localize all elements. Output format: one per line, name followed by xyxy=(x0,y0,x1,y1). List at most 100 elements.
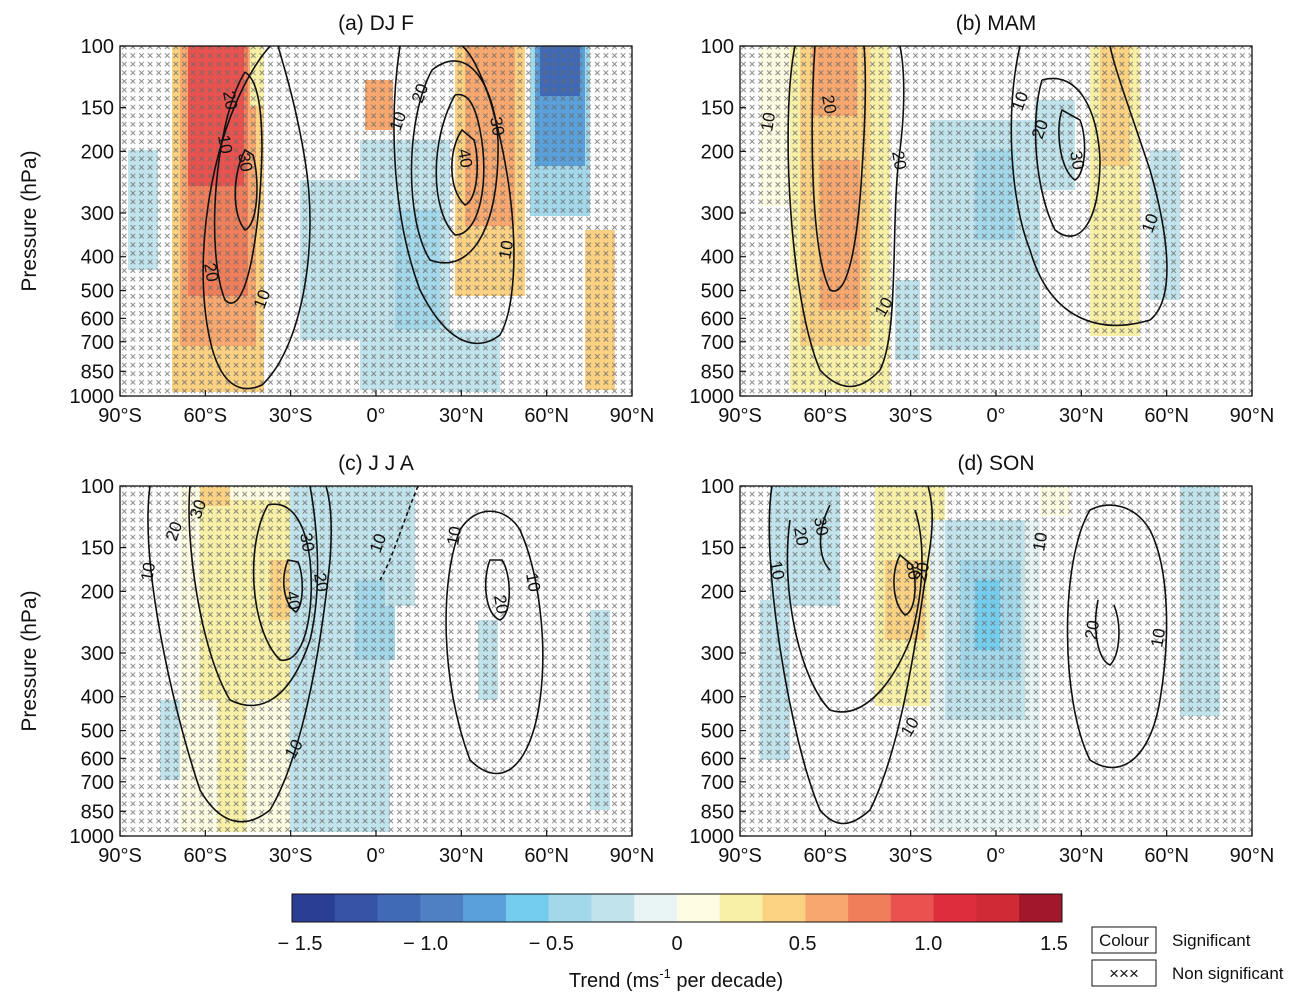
contour-line-negative xyxy=(379,486,419,581)
legend-cross-box-label: ××× xyxy=(1109,964,1139,983)
contour-line xyxy=(147,486,332,823)
contour-label: 20 xyxy=(790,525,812,547)
contour-line xyxy=(1058,108,1086,181)
contour-label: 20 xyxy=(888,149,910,171)
nonsignificant-hatching xyxy=(740,46,1252,396)
x-tick-label: 90°S xyxy=(718,845,762,867)
contour-line xyxy=(787,46,905,388)
y-tick-label: 100 xyxy=(701,476,734,498)
y-tick-label: 200 xyxy=(81,141,114,163)
x-tick-label: 90°S xyxy=(98,405,142,427)
contour-label: 30 xyxy=(1066,149,1088,171)
y-tick-label: 150 xyxy=(81,538,114,560)
x-tick-label: 0° xyxy=(986,845,1005,867)
contour-line xyxy=(435,93,485,236)
colorbar-swatch xyxy=(890,894,935,922)
x-tick-label: 90°N xyxy=(1230,845,1275,867)
y-tick-label: 500 xyxy=(81,721,114,743)
panel-b-contours xyxy=(787,46,1168,388)
y-axis-label-top: Pressure (hPa) xyxy=(18,150,41,291)
contour-label: 30 xyxy=(296,531,318,553)
y-tick-label: 850 xyxy=(81,361,114,383)
contour-label: 10 xyxy=(1147,627,1169,649)
y-tick-label: 300 xyxy=(701,203,734,225)
colorbar-tick-label: 1.0 xyxy=(914,933,942,955)
x-tick-label: 60°N xyxy=(524,405,569,427)
contour-label: 30 xyxy=(902,559,924,581)
colorbar-swatch xyxy=(805,894,849,922)
legend-cross-box xyxy=(1091,959,1157,987)
x-tick-label: 90°N xyxy=(610,405,655,427)
contour-label: 10 xyxy=(495,239,517,261)
colorbar-tick-label: 0.5 xyxy=(789,933,817,955)
panel-b-title: (b) MAM xyxy=(956,12,1037,35)
contour-label: 30 xyxy=(810,515,832,537)
legend-nonsignificant-text: Non significant xyxy=(1172,964,1284,983)
x-tick-label: 0° xyxy=(986,405,1005,427)
y-tick-label: 150 xyxy=(701,98,734,120)
panel-a-title: (a) DJ F xyxy=(338,12,414,35)
panel-c-contour-labels: 10 20 30 30 40 20 10 10 10 20 10 xyxy=(137,497,544,762)
x-tick-label: 60°N xyxy=(1144,845,1189,867)
x-tick-label: 60°S xyxy=(804,845,848,867)
significance-legend: Colour Significant ××× Non significant xyxy=(1091,926,1284,987)
x-tick-label: 30°S xyxy=(269,845,313,867)
x-tick-label: 90°N xyxy=(610,845,655,867)
y-tick-label: 600 xyxy=(81,308,114,330)
panel-c-contours xyxy=(147,486,544,823)
x-tick-label: 30°N xyxy=(439,405,484,427)
legend-colour-box-label: Colour xyxy=(1099,931,1149,950)
contour-line xyxy=(252,503,313,661)
y-tick-label: 700 xyxy=(81,332,114,354)
y-tick-label: 400 xyxy=(81,247,114,269)
contour-label: 10 xyxy=(137,561,159,583)
x-tick-label: 60°S xyxy=(804,405,848,427)
legend-significant-text: Significant xyxy=(1172,931,1251,950)
contour-label: 40 xyxy=(454,147,476,169)
colorbar-title-main: Trend (ms xyxy=(569,970,659,992)
contour-line xyxy=(410,60,499,264)
nonsignificant-hatching xyxy=(740,486,1252,836)
colorbar-swatch xyxy=(677,894,721,922)
panel-a-contours xyxy=(202,46,515,390)
colorbar-swatch xyxy=(848,894,892,922)
contour-line xyxy=(1094,599,1120,666)
contour-label: 10 xyxy=(757,111,779,133)
y-tick-label: 600 xyxy=(701,748,734,770)
panel-d-field: 10 20 30 30 20 10 10 20 10 xyxy=(740,486,1252,836)
y-tick-label: 850 xyxy=(701,801,734,823)
y-tick-label: 1000 xyxy=(70,386,115,408)
x-tick-label: 30°S xyxy=(889,405,933,427)
y-tick-label: 1000 xyxy=(70,826,115,848)
colorbar-title-superscript: -1 xyxy=(659,966,671,981)
colorbar-swatch xyxy=(976,894,1020,922)
colorbar-swatch xyxy=(933,894,977,922)
legend-colour-box xyxy=(1091,926,1157,954)
x-tick-label: 0° xyxy=(366,405,385,427)
axes-layer: 90°S 60°S 30°S 0° 30°N 60°N 90°N 100 150 200 300 40… xyxy=(70,36,1275,867)
contour-line xyxy=(451,128,479,206)
contour-label: 10 xyxy=(522,571,544,593)
colorbar-frame xyxy=(291,893,1063,923)
colorbar-tick-label: 0 xyxy=(671,933,682,955)
x-tick-label: 60°N xyxy=(524,845,569,867)
x-tick-label: 60°S xyxy=(184,845,228,867)
contour-line xyxy=(811,46,867,292)
colorbar-swatch xyxy=(463,894,507,922)
panel-c-field: 10 20 30 30 40 20 10 10 10 20 10 xyxy=(120,486,632,836)
y-tick-label: 300 xyxy=(81,643,114,665)
x-tick-label: 90°S xyxy=(98,845,142,867)
nonsignificant-hatching xyxy=(120,46,632,396)
contour-line xyxy=(283,559,304,613)
panel-c: (c) J J A xyxy=(119,452,633,837)
x-tick-label: 0° xyxy=(366,845,385,867)
contour-label: 20 xyxy=(911,561,933,583)
contour-line xyxy=(484,559,511,621)
contour-line xyxy=(234,148,258,231)
colorbar-swatch xyxy=(719,894,764,922)
colorbar-swatch xyxy=(377,894,421,922)
colorbar-swatch xyxy=(548,894,592,922)
y-tick-label: 1000 xyxy=(690,826,735,848)
colorbar-swatch xyxy=(591,894,635,922)
panel-d-contour-labels: 10 20 30 30 20 10 10 20 10 xyxy=(766,515,1169,740)
